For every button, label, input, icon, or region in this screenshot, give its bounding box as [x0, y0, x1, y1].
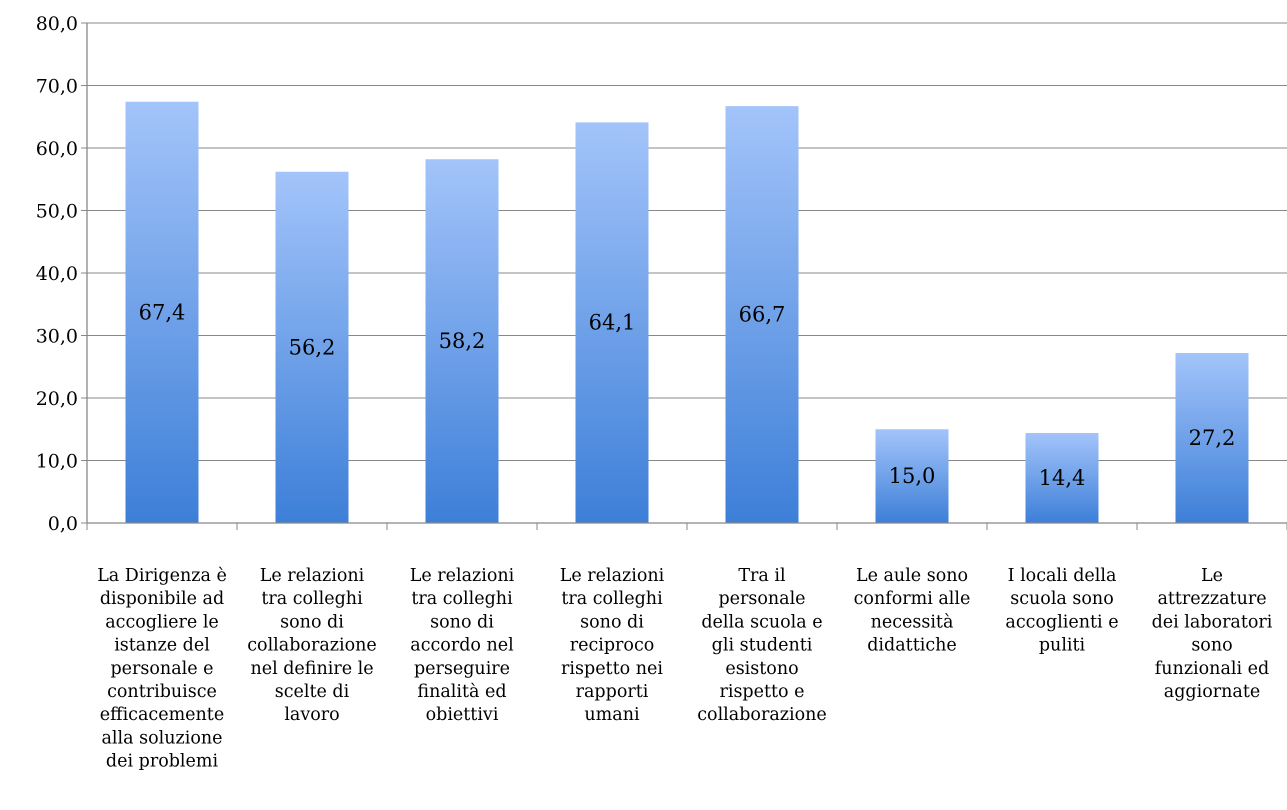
data-label: 14,4: [1039, 466, 1086, 490]
bar: [725, 106, 799, 523]
x-category-label: Le relazioni tra colleghi sono di reciproco…: [560, 566, 665, 725]
bar: [1025, 433, 1099, 523]
x-category-label: Le relazioni tra colleghi sono di collabora…: [247, 566, 376, 725]
y-tick-label: 80,0: [36, 13, 78, 35]
y-tick-label: 30,0: [36, 326, 78, 348]
data-label: 66,7: [739, 303, 786, 327]
data-label: 64,1: [589, 311, 636, 335]
data-labels: 67,4 56,2 58,2 64,1 66,7 15,0 14,4 27,2: [139, 300, 1236, 490]
x-category-label: Le aule sono conformi alle necessità didatt…: [854, 566, 971, 656]
x-category-label: I locali della scuola sono accoglienti e pu…: [1005, 566, 1118, 656]
x-category-label: Le relazioni tra colleghi sono di accordo n…: [410, 566, 515, 725]
bar: [125, 101, 199, 523]
axes: [81, 22, 1287, 530]
data-label: 58,2: [439, 329, 486, 353]
gridlines: [87, 22, 1287, 461]
data-label: 15,0: [889, 464, 936, 488]
y-tick-label: 40,0: [36, 263, 78, 285]
bar: [1175, 353, 1249, 523]
y-tick-label: 60,0: [36, 138, 78, 160]
x-category-labels: La Dirigenza è disponibile ad accogliere l…: [97, 566, 1273, 772]
bars: [125, 101, 1249, 523]
x-category-label: La Dirigenza è disponibile ad accogliere l…: [97, 566, 227, 772]
data-label: 56,2: [289, 335, 336, 359]
data-label: 27,2: [1189, 426, 1236, 450]
y-tick-label: 20,0: [36, 388, 78, 410]
y-tick-label: 50,0: [36, 201, 78, 223]
y-tick-label: 0,0: [48, 513, 78, 535]
data-label: 67,4: [139, 300, 186, 324]
bar: [425, 159, 499, 523]
x-category-label: Tra il personale della scuola e gli student…: [697, 566, 826, 725]
bar: [275, 171, 349, 523]
bar: [875, 429, 949, 523]
y-tick-label: 10,0: [36, 451, 78, 473]
bar: [575, 122, 649, 523]
y-tick-label: 70,0: [36, 76, 78, 98]
y-tick-labels: 0,0 10,0 20,0 30,0 40,0 50,0 60,0 70,0 80,0: [36, 13, 78, 535]
x-category-label: Le attrezzature dei laboratori sono funziona…: [1152, 566, 1273, 702]
